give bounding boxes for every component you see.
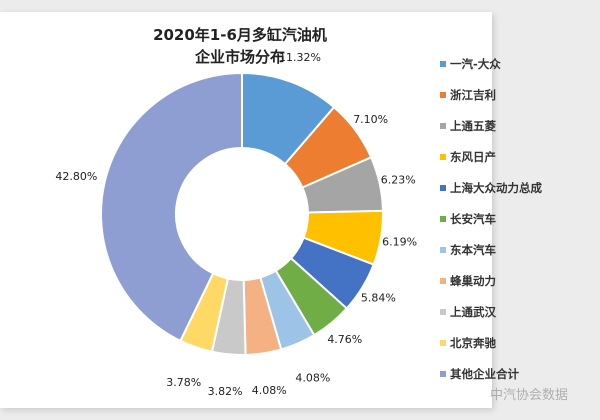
legend-swatch: [440, 91, 446, 98]
data-label: 6.23%: [381, 173, 416, 186]
legend-swatch: [440, 215, 446, 222]
data-label: 5.84%: [361, 292, 396, 305]
legend-item: 蜂巢动力: [440, 265, 542, 296]
legend-label: 其他企业合计: [450, 366, 519, 381]
legend-label: 长安汽车: [450, 211, 496, 226]
legend-swatch: [440, 153, 446, 160]
data-label: 6.19%: [382, 235, 417, 248]
legend-label: 一汽-大众: [450, 56, 501, 71]
chart-title: 2020年1-6月多缸汽油机 企业市场分布: [60, 24, 420, 68]
legend-swatch: [440, 370, 446, 377]
legend-swatch: [440, 246, 446, 253]
legend-item: 上通五菱: [440, 110, 542, 141]
legend-swatch: [440, 60, 446, 67]
legend-swatch: [440, 122, 446, 129]
legend-label: 北京奔驰: [450, 335, 496, 350]
legend-item: 东本汽车: [440, 234, 542, 265]
data-label: 4.08%: [252, 384, 287, 397]
legend-swatch: [440, 339, 446, 346]
legend-label: 上海大众动力总成: [450, 180, 542, 195]
data-label: 11.32%: [279, 51, 321, 64]
legend-label: 浙江吉利: [450, 87, 496, 102]
legend-label: 上通五菱: [450, 118, 496, 133]
data-label: 3.82%: [208, 385, 243, 398]
watermark: 中汽协会数据: [490, 388, 569, 403]
title-line-2: 企业市场分布: [194, 48, 285, 66]
legend-swatch: [440, 277, 446, 284]
legend-swatch: [440, 308, 446, 315]
data-label: 7.10%: [353, 113, 388, 126]
data-label: 3.78%: [166, 376, 201, 389]
legend-item: 上通武汉: [440, 296, 542, 327]
legend-item: 长安汽车: [440, 203, 542, 234]
data-label: 4.08%: [295, 371, 330, 384]
legend-label: 蜂巢动力: [450, 273, 496, 288]
legend-item: 东风日产: [440, 141, 542, 172]
legend-label: 东本汽车: [450, 242, 496, 257]
legend-label: 东风日产: [450, 149, 496, 164]
legend: 一汽-大众浙江吉利上通五菱东风日产上海大众动力总成 长安汽车东本汽车蜂巢动力上通武…: [440, 48, 542, 389]
legend-item: 一汽-大众: [440, 48, 542, 79]
data-label: 42.80%: [55, 170, 97, 183]
legend-item: 浙江吉利: [440, 79, 542, 110]
legend-item: 上海大众动力总成: [440, 172, 542, 203]
legend-label: 上通武汉: [450, 304, 496, 319]
legend-item: 其他企业合计: [440, 358, 542, 389]
title-line-1: 2020年1-6月多缸汽油机: [153, 26, 327, 44]
legend-swatch: [440, 184, 446, 191]
legend-item: 北京奔驰: [440, 327, 542, 358]
data-label: 4.76%: [327, 333, 362, 346]
donut-slice: [100, 71, 243, 343]
